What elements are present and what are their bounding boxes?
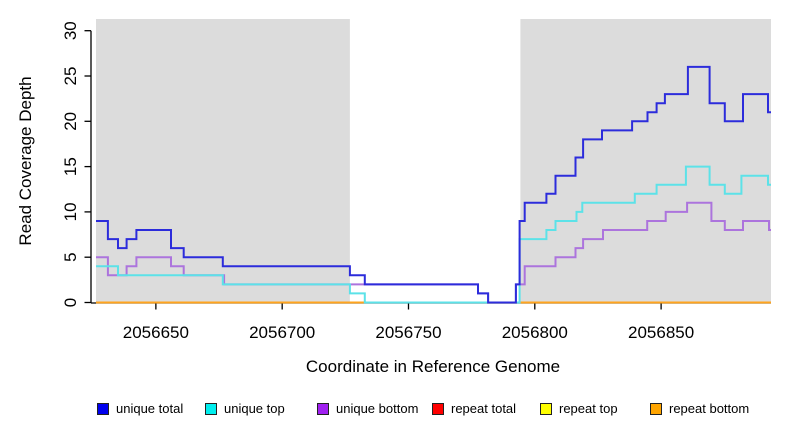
- y-tick-label: 20: [61, 112, 80, 131]
- x-axis-label: Coordinate in Reference Genome: [306, 357, 560, 376]
- shaded-region: [96, 19, 350, 303]
- x-tick-label: 2056700: [249, 323, 315, 342]
- series-unique-top: [96, 165, 771, 304]
- x-tick-label: 2056750: [375, 323, 441, 342]
- shaded-regions: [96, 19, 771, 303]
- shaded-region: [520, 19, 771, 303]
- y-tick-label: 25: [61, 67, 80, 86]
- series-unique-total: [96, 65, 771, 304]
- series-unique-bottom: [96, 201, 771, 304]
- data-series: [96, 65, 771, 304]
- x-tick-label: 2056800: [502, 323, 568, 342]
- y-tick-label: 5: [61, 252, 80, 261]
- y-tick-label: 15: [61, 157, 80, 176]
- y-tick-label: 30: [61, 21, 80, 40]
- x-tick-label: 2056650: [123, 323, 189, 342]
- x-tick-label: 2056850: [628, 323, 694, 342]
- y-axis-label: Read Coverage Depth: [16, 76, 35, 245]
- y-tick-label: 0: [61, 298, 80, 307]
- y-tick-label: 10: [61, 202, 80, 221]
